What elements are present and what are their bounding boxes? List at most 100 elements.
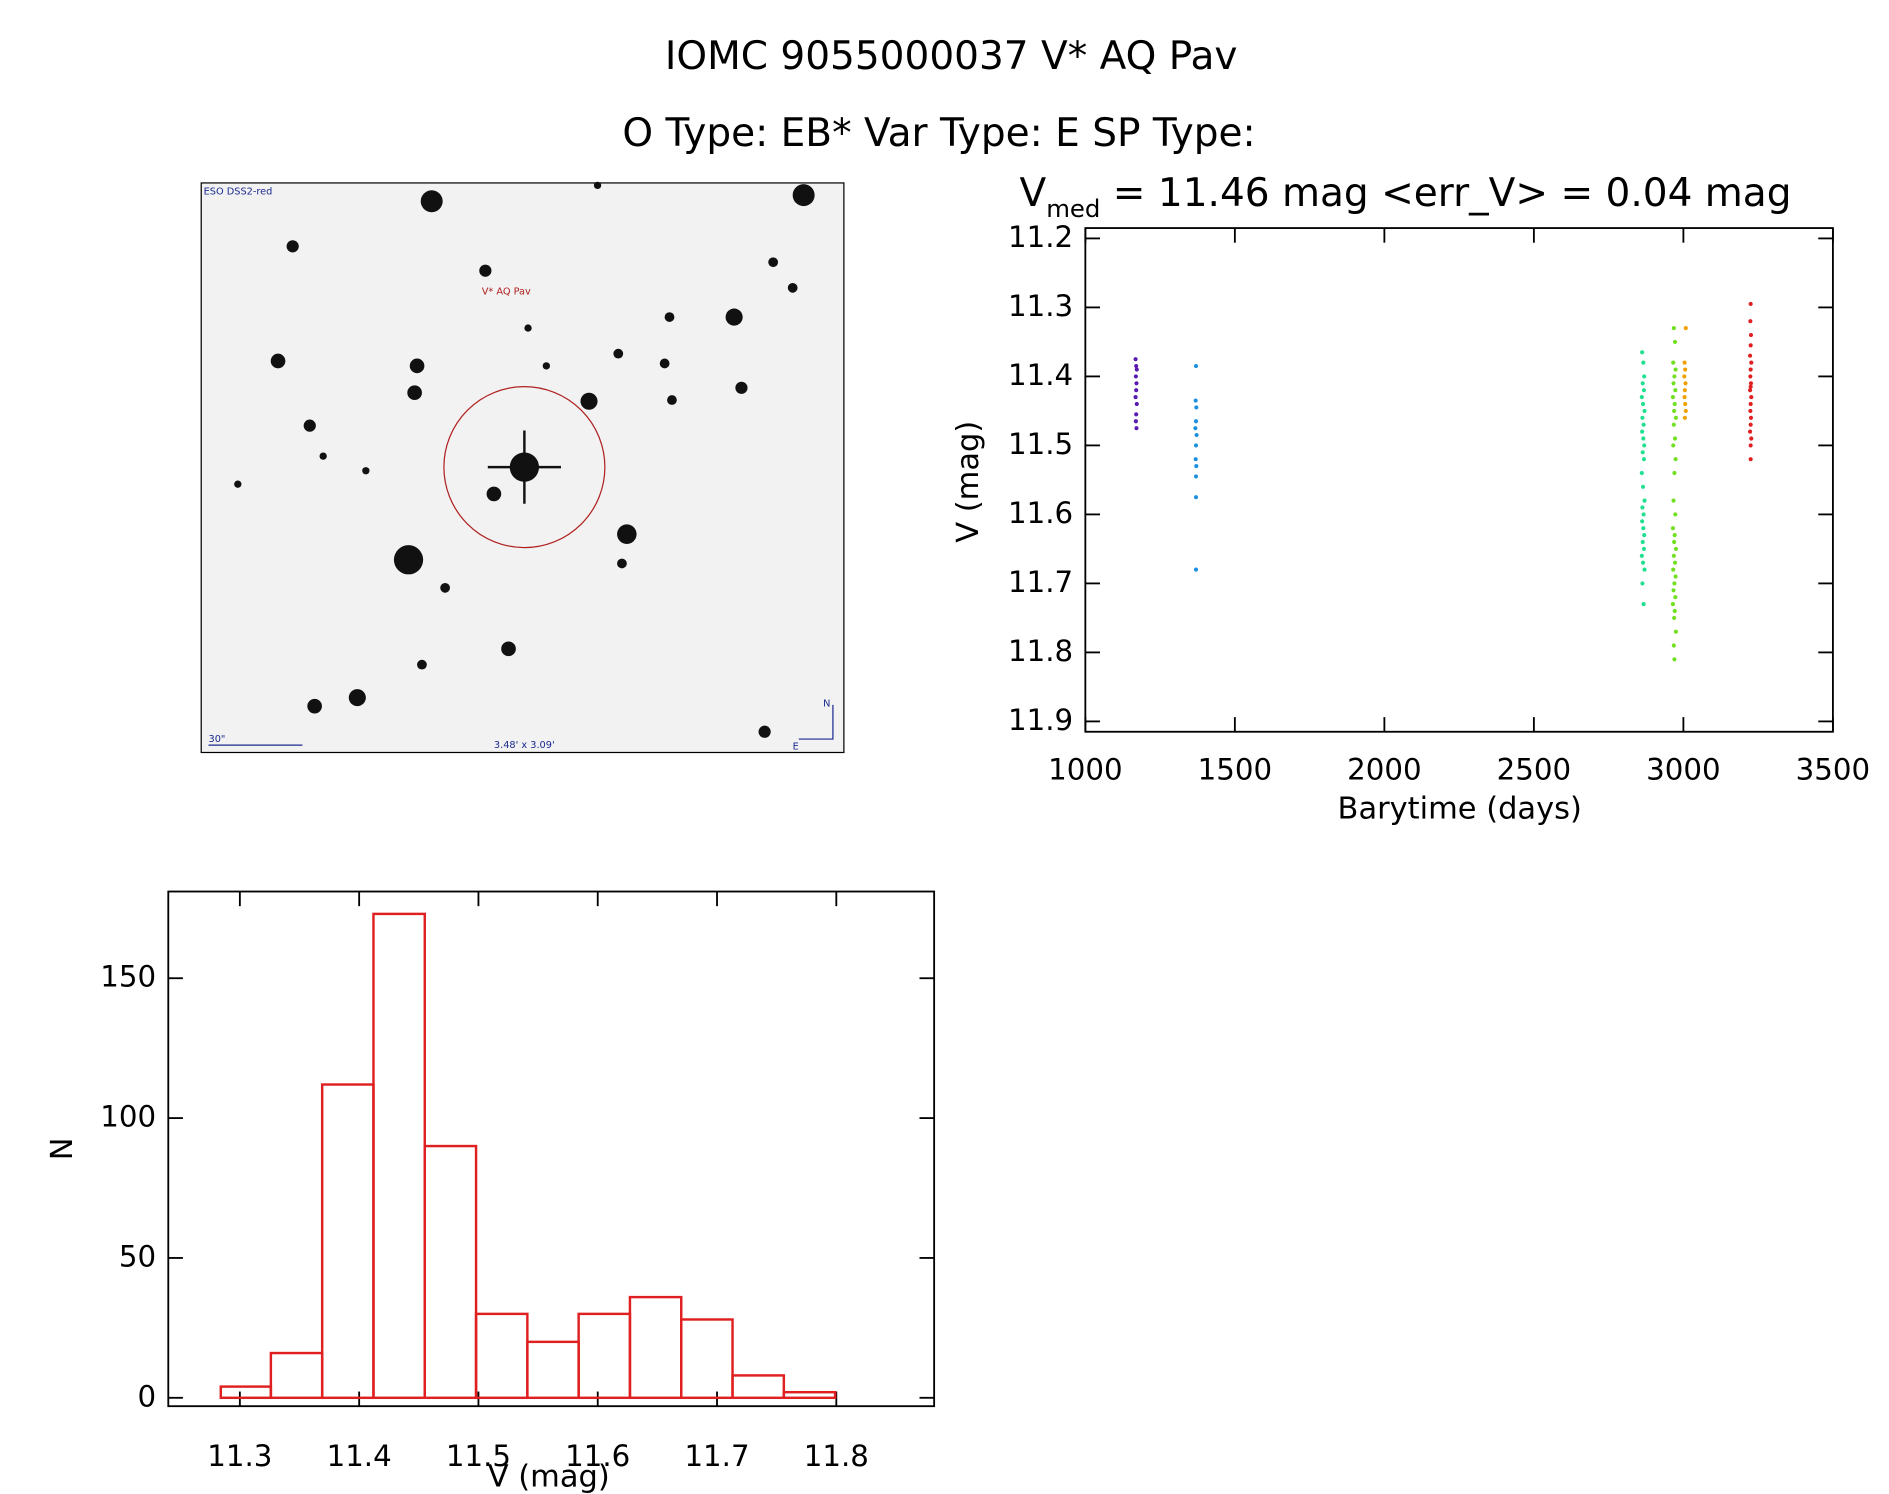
data-point (1134, 412, 1139, 417)
data-point (1748, 374, 1753, 379)
data-point (1748, 443, 1753, 448)
x-axis-title: Barytime (days) (1338, 791, 1582, 826)
data-point (1748, 381, 1754, 386)
data-point (1671, 360, 1676, 365)
data-point (1673, 388, 1678, 393)
data-point (1672, 436, 1678, 441)
data-point (1671, 326, 1676, 331)
data-point (1748, 415, 1754, 420)
data-point (1683, 408, 1688, 413)
data-point (1133, 357, 1138, 362)
data-point (1642, 408, 1647, 413)
data-point (1134, 367, 1139, 372)
data-point (1641, 422, 1646, 427)
x-tick-label: 1500 (1198, 752, 1272, 786)
data-point (1640, 401, 1646, 407)
data-point (1642, 374, 1647, 379)
data-point (1194, 464, 1199, 469)
finder-image: ESO DSS2-red V* AQ Pav 30" 3.48' x 3.09'… (200, 181, 845, 754)
data-point (1671, 443, 1676, 448)
y-tick-label: 50 (119, 1239, 156, 1273)
data-point (1672, 581, 1677, 586)
y-tick-label: 11.9 (1008, 703, 1073, 737)
y-tick-label: 11.5 (1008, 427, 1073, 461)
y-tick-label: 11.3 (1008, 289, 1073, 323)
data-point (1748, 388, 1753, 393)
y-axis-title: N (45, 1137, 80, 1160)
histogram-bar (474, 1312, 529, 1400)
data-point (1671, 553, 1676, 558)
data-point (1671, 588, 1676, 593)
data-point (1641, 388, 1646, 393)
y-tick-label: 150 (100, 960, 156, 994)
data-point (1672, 470, 1677, 476)
x-tick-label: 11.5 (446, 1439, 511, 1473)
x-tick-label: 11.3 (207, 1439, 272, 1473)
data-point (1671, 643, 1676, 648)
data-point (1749, 360, 1754, 365)
histogram-bar (269, 1351, 324, 1400)
data-point (1640, 350, 1645, 355)
data-point (1672, 657, 1677, 662)
data-point (1672, 374, 1677, 379)
data-point (1748, 319, 1753, 324)
plot-frame (1084, 227, 1834, 733)
x-tick-label: 3000 (1646, 752, 1720, 786)
data-point (1641, 512, 1646, 517)
data-point (1682, 415, 1687, 420)
histogram-bar (423, 1144, 478, 1400)
data-point (1672, 408, 1677, 413)
data-point (1640, 429, 1645, 434)
histogram-bar (680, 1318, 734, 1400)
data-point (1640, 539, 1645, 545)
data-point (1193, 443, 1199, 448)
data-point (1748, 332, 1754, 338)
data-point (1683, 367, 1688, 372)
histogram-bar (372, 912, 426, 1400)
data-point (1672, 533, 1677, 538)
data-point (1673, 512, 1678, 517)
histogram-bar (526, 1340, 580, 1400)
data-point (1673, 367, 1678, 372)
data-point (1134, 426, 1139, 431)
data-point (1672, 339, 1678, 344)
data-point (1642, 443, 1647, 448)
data-point (1673, 546, 1678, 551)
data-point (1641, 526, 1646, 531)
page-title: IOMC 9055000037 V* AQ Pav (665, 34, 1238, 79)
data-point (1683, 381, 1688, 386)
data-point (1673, 629, 1678, 634)
scatter-title: Vmed = 11.46 mag <err_V> = 0.04 mag (1019, 171, 1791, 223)
data-point (1672, 560, 1678, 565)
data-point (1749, 395, 1754, 400)
data-point (1193, 426, 1198, 431)
data-point (1640, 415, 1645, 420)
data-point (1134, 381, 1139, 386)
data-point (1193, 474, 1199, 479)
data-point (1640, 484, 1646, 489)
data-point (1671, 567, 1676, 572)
data-point (1672, 539, 1677, 545)
data-point (1748, 343, 1753, 348)
y-tick-label: 11.8 (1008, 634, 1073, 668)
title-v: V (1019, 171, 1046, 216)
data-point (1673, 595, 1678, 600)
x-tick-label: 2000 (1347, 752, 1421, 786)
data-point (1748, 422, 1753, 427)
data-point (1641, 546, 1646, 551)
data-point (1673, 415, 1678, 420)
y-tick-label: 11.7 (1008, 565, 1073, 599)
data-point (1673, 457, 1678, 462)
data-point (1749, 436, 1754, 441)
data-point (1641, 436, 1646, 441)
histogram-bar (320, 1083, 375, 1400)
histogram-bar (731, 1374, 786, 1400)
data-point (1748, 367, 1753, 372)
data-point (1641, 360, 1646, 365)
data-point (1194, 432, 1199, 438)
data-point (1748, 429, 1753, 434)
data-point (1670, 395, 1676, 400)
data-point (1193, 457, 1198, 462)
data-point (1640, 505, 1645, 510)
finder-north: N (823, 699, 830, 710)
